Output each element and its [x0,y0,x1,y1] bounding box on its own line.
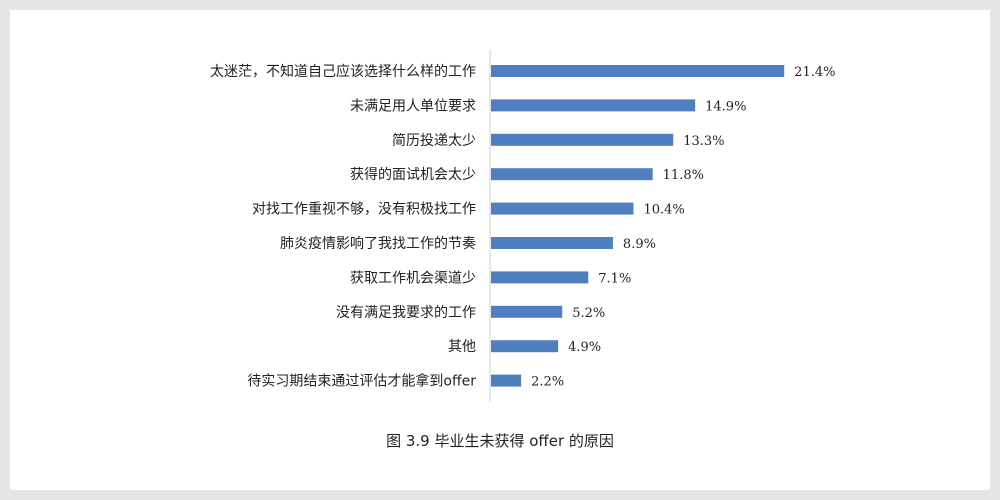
data-label: 5.2% [572,306,605,321]
data-label: 13.3% [683,134,724,149]
bar [491,65,785,77]
bar [491,133,674,146]
bar [491,99,696,112]
figure: 太迷茫，不知道自己应该选择什么样的工作 21.4% 未满足用人单位要求 14.9% 简历… [10,10,990,490]
data-label: 10.4% [643,203,684,218]
bar [491,168,653,181]
category-label: 太迷茫，不知道自己应该选择什么样的工作 [210,63,476,80]
category-label: 获得的面试机会太少 [350,166,476,183]
category-label: 没有满足我要求的工作 [336,305,476,321]
category-label: 获取工作机会渠道少 [350,270,476,286]
bar [491,374,522,387]
category-label: 其他 [448,339,476,355]
bar [491,202,634,215]
bar [491,305,563,318]
figure-caption: 图 3.9 毕业生未获得 offer 的原因 [386,432,614,450]
category-label: 待实习期结束通过评估才能拿到offer [247,373,476,390]
data-label: 11.8% [663,168,704,183]
bars-layer: 太迷茫，不知道自己应该选择什么样的工作 21.4% 未满足用人单位要求 14.9% 简历… [210,63,835,390]
bar [491,340,559,353]
data-label: 21.4% [794,65,835,80]
data-label: 7.1% [598,271,631,286]
data-label: 14.9% [705,99,746,114]
bar [491,271,589,284]
bar-chart: 太迷茫，不知道自己应该选择什么样的工作 21.4% 未满足用人单位要求 14.9% 简历… [210,49,835,402]
data-label: 2.2% [531,375,564,390]
category-label: 未满足用人单位要求 [350,98,476,114]
data-label: 8.9% [623,237,656,252]
bar [491,237,613,249]
data-label: 4.9% [568,340,601,355]
category-label: 对找工作重视不够，没有积极找工作 [252,202,476,218]
category-label: 简历投递太少 [392,132,476,149]
category-label: 肺炎疫情影响了我找工作的节奏 [280,236,476,252]
